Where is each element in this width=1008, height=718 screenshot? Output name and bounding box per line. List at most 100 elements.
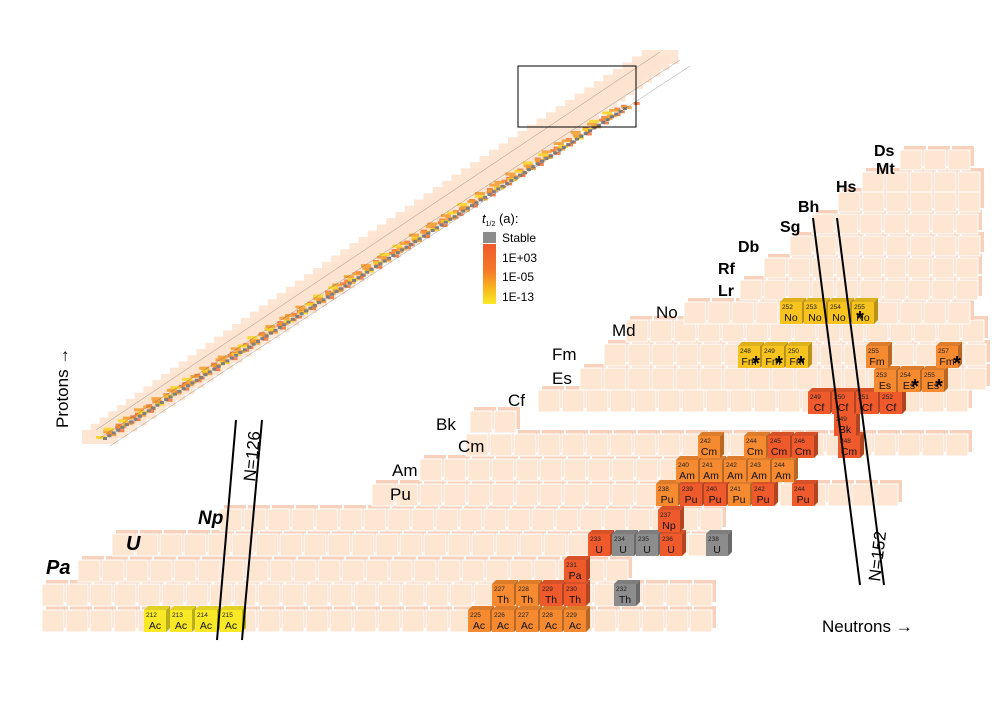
nuclide-cell-top [564,556,590,560]
background-cell [113,609,137,633]
nuclide-cell-face [852,302,874,324]
overview-stable-nuclide [194,378,199,382]
overview-grid-line [99,59,681,439]
nuclide-cell-face [516,584,538,606]
background-cell [425,609,449,633]
overview-background-band [641,50,679,64]
nuclide-symbol: Th [497,594,509,606]
overview-isotope-band [264,327,275,331]
background-cell [533,559,557,583]
overview-stable-nuclide [142,412,147,416]
overview-stable-nuclide [273,328,278,332]
nuclide-cell-top [195,606,221,610]
element-label-lr: Lr [718,283,734,300]
nuclide-cell-face [540,584,562,606]
background-cell [931,213,955,235]
nuclide-cell-face [828,302,850,324]
overview-isotope-band [408,233,419,237]
overview-stable-nuclide [229,356,234,360]
overview-stable-nuclide [304,309,309,313]
background-cell [515,458,539,482]
background-cell [507,508,531,532]
legend-swatch-stable [483,232,496,243]
overview-isotope-band [299,308,310,312]
background-cell [519,533,543,557]
background-cell [291,508,315,532]
overview-stable-nuclide [443,220,448,224]
background-cell [947,149,971,171]
background-cell [851,483,875,507]
nuclide-cell-top [612,530,638,534]
nuclide-cell-face [772,460,794,482]
background-cell [329,609,353,633]
background-cell [269,559,293,583]
background-cell [885,235,909,257]
overview-stable-nuclide [404,245,409,249]
overview-isotope-band [561,139,572,143]
legend-label-0: Stable [502,231,536,245]
background-cell [909,191,933,213]
nuclide-cell-side [586,580,590,606]
background-cell [113,583,137,607]
overview-isotope-band [332,283,343,287]
nuclide-cell-side [166,606,170,632]
overview-isotope-band [474,191,485,195]
background-cell [931,279,955,301]
background-cell [555,508,579,532]
background-cell [467,458,491,482]
nuclide-mass-number: 252 [882,394,893,401]
nuclide-mass-number: 226 [494,612,505,619]
overview-isotope-band [217,355,228,359]
nuclide-symbol: Am [679,470,695,482]
background-cell [395,483,419,507]
background-cell [603,343,627,367]
overview-stable-nuclide [400,248,405,252]
background-cell [837,235,861,257]
background-cell [755,301,779,325]
overview-stable-nuclide [596,123,601,127]
nuclide-cell-face [676,460,698,482]
star-marker: * [911,376,919,398]
overview-isotope-band [247,336,258,340]
background-cell [859,257,883,279]
nuclide-mass-number: 228 [518,586,529,593]
element-label-es: Es [552,369,572,388]
nuclide-cell-top [786,342,812,346]
overview-isotope-band [486,190,493,194]
overview-isotope-band [130,415,137,419]
overview-stable-nuclide [172,392,177,396]
nuclide-cell-side [720,432,724,458]
overview-stable-nuclide [159,400,164,404]
overview-chart [82,50,691,447]
background-cell [777,389,801,413]
background-cell [763,257,787,279]
background-cell [921,433,945,457]
background-cell [651,367,675,391]
overview-stable-nuclide [378,262,383,266]
background-cell [411,508,435,532]
element-label-fm: Fm [552,345,577,364]
element-label-hs: Hs [836,179,857,196]
overview-isotope-band [374,262,381,266]
nuclide-cell-top [540,606,566,610]
nuclide-symbol: U [619,544,627,556]
background-cell [963,367,987,391]
nuclide-cell-top [658,506,684,510]
nuclide-cell-top [738,342,764,346]
element-label-sg: Sg [780,219,800,236]
background-cell [281,583,305,607]
nuclide-symbol: Cm [747,446,764,458]
overview-stable-nuclide [264,334,269,338]
nuclide-cell-top [852,298,878,302]
nuclide-symbol: U [667,544,675,556]
background-cell [77,559,101,583]
